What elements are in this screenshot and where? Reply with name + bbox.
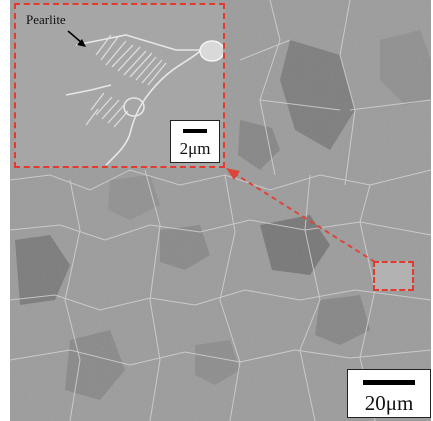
- main-scale-bar-label: 20μm: [364, 391, 414, 415]
- inset-panel: Pearlite 2μm: [14, 3, 225, 168]
- region-of-interest-box: [373, 261, 414, 291]
- main-scale-bar: 20μm: [347, 369, 431, 418]
- inset-scale-bar-line: [183, 129, 207, 133]
- main-scale-bar-line: [363, 380, 415, 385]
- pearlite-label: Pearlite: [26, 12, 66, 27]
- inset-scale-bar-label: 2μm: [179, 139, 211, 158]
- inset-scale-bar: 2μm: [170, 120, 220, 163]
